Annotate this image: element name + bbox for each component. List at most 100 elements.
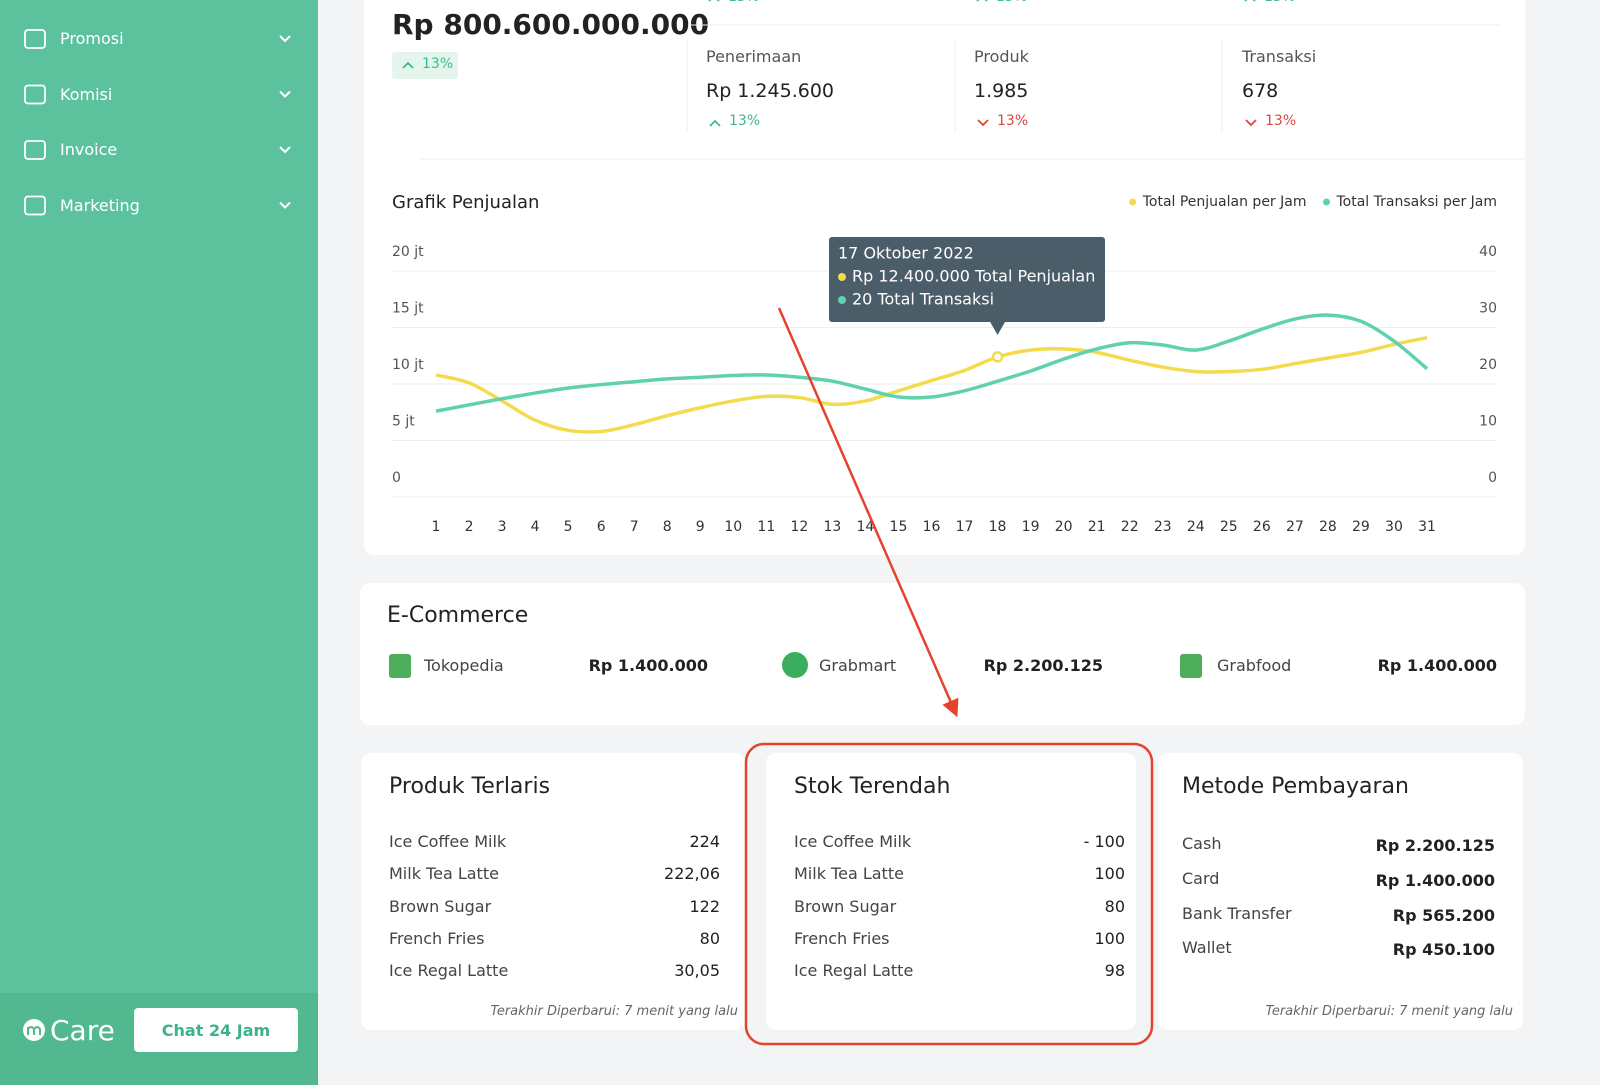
x-tick-label: 16: [923, 519, 941, 535]
menu-icon: [24, 195, 46, 216]
chevron-down: [977, 119, 989, 127]
row-label: Ice Regal Latte: [389, 961, 509, 981]
stat-value: Rp 1.245.600: [706, 80, 834, 103]
top-change: 13%: [996, 0, 1027, 5]
row-value: 224: [689, 832, 720, 852]
row-label: Brown Sugar: [389, 896, 492, 916]
chat-button-label: Chat 24 Jam: [161, 1021, 271, 1041]
store-name: Grabfood: [1217, 656, 1292, 676]
row-value: Rp 450.100: [1392, 940, 1495, 960]
tooltip-line: Rp 12.400.000 Total Penjualan: [852, 267, 1095, 286]
y2-tick-label: 0: [1488, 470, 1497, 486]
change-badge: [392, 52, 458, 79]
chevron-down: [1245, 119, 1257, 127]
total-change: 13%: [422, 56, 454, 73]
tooltip-title: 17 Oktober 2022: [838, 244, 974, 263]
top-change: 13%: [728, 0, 759, 5]
series-line: [435, 313, 1429, 413]
chevron-down: [279, 35, 291, 43]
x-tick-label: 22: [1121, 519, 1139, 535]
x-tick-label: 29: [1352, 519, 1370, 535]
x-tick-label: 11: [757, 519, 775, 535]
store-name: Tokopedia: [424, 656, 504, 676]
menu-icon: [24, 84, 46, 105]
store-amount: Rp 1.400.000: [1377, 656, 1497, 676]
tooltip-pointer: [989, 321, 1006, 335]
menu-item: Invoice: [60, 140, 118, 160]
x-tick-label: 14: [857, 519, 875, 535]
row-label: Card: [1182, 868, 1220, 888]
y-tick-label: 20 jt: [392, 244, 424, 260]
x-tick-label: 15: [890, 519, 908, 535]
y-tick-label: 5 jt: [392, 414, 415, 430]
stat-label: Penerimaan: [706, 47, 802, 67]
y2-tick-label: 30: [1479, 301, 1497, 317]
chevron-up: [976, 0, 988, 2]
row-label: Milk Tea Latte: [389, 864, 499, 884]
stat-value: 1.985: [974, 80, 1029, 103]
tooltip-dot: [838, 273, 846, 281]
store-icon: [782, 652, 808, 678]
x-tick-label: 1: [432, 519, 441, 535]
chat-button[interactable]: [134, 1008, 298, 1052]
x-tick-label: 25: [1220, 519, 1238, 535]
row-value: Rp 1.400.000: [1375, 870, 1495, 890]
stat-label: Produk: [974, 47, 1029, 67]
x-tick-label: 23: [1154, 519, 1172, 535]
chevron-up: [708, 0, 720, 2]
card-footer: Terakhir Diperbarui: 7 menit yang lalu: [490, 1003, 738, 1019]
y2-tick-label: 20: [1479, 357, 1497, 373]
stat-value: 678: [1242, 80, 1279, 103]
row-label: French Fries: [389, 928, 485, 948]
store-icon: [389, 654, 411, 678]
x-tick-label: 28: [1319, 519, 1337, 535]
x-tick-label: 2: [465, 519, 474, 535]
row-label: Ice Coffee Milk: [389, 832, 507, 852]
x-tick-label: 8: [663, 519, 672, 535]
sidebar: [0, 0, 318, 1085]
y-tick-label: 15 jt: [392, 301, 424, 317]
y-tick-label: 10 jt: [392, 357, 424, 373]
chevron-up: [1244, 0, 1256, 2]
x-tick-label: 6: [597, 519, 606, 535]
row-value: 122: [689, 896, 720, 916]
row-label: Cash: [1182, 834, 1222, 854]
x-tick-label: 13: [823, 519, 841, 535]
legend-label: Total Penjualan per Jam: [1142, 194, 1307, 210]
x-tick-label: 17: [956, 519, 974, 535]
menu-item: Komisi: [60, 84, 113, 104]
x-tick-label: 5: [564, 519, 573, 535]
tooltip: [829, 237, 1105, 322]
chevron-down: [279, 90, 291, 98]
x-tick-label: 26: [1253, 519, 1271, 535]
x-tick-label: 24: [1187, 519, 1205, 535]
chevron-down: [279, 146, 291, 154]
menu-icon: [24, 140, 46, 160]
x-tick-label: 7: [630, 519, 639, 535]
x-tick-label: 21: [1088, 519, 1106, 535]
row-value: Rp 565.200: [1392, 905, 1495, 925]
x-tick-label: 20: [1055, 519, 1073, 535]
row-value: 222,06: [664, 864, 720, 884]
row-value: 80: [699, 928, 720, 948]
y2-tick-label: 40: [1479, 244, 1497, 260]
stat-change: 13%: [997, 113, 1029, 130]
row-label: Bank Transfer: [1182, 903, 1292, 923]
store-icon: [1180, 654, 1202, 678]
stat-change: 13%: [1265, 113, 1297, 130]
chevron-up: [709, 119, 721, 127]
chevron-down: [279, 201, 291, 209]
legend-dot: [1129, 198, 1137, 206]
legend-dot: [1322, 198, 1330, 206]
section-title: E-Commerce: [387, 603, 529, 629]
x-tick-label: 9: [696, 519, 705, 535]
top-change: 13%: [1264, 0, 1295, 5]
y2-tick-label: 10: [1479, 414, 1497, 430]
card-footer: Terakhir Diperbarui: 7 menit yang lalu: [1265, 1003, 1513, 1019]
stat-change: 13%: [729, 113, 761, 130]
row-value: Rp 2.200.125: [1375, 836, 1495, 856]
payment-card: [1158, 753, 1523, 1030]
menu-icon: [24, 29, 46, 49]
